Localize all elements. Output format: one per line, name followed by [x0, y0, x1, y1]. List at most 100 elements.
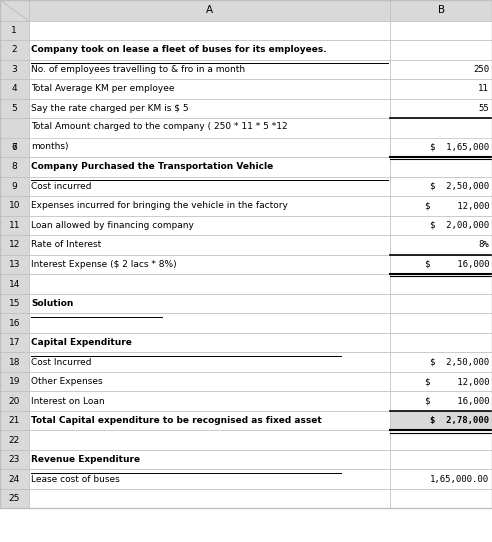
Text: 1,65,000.00: 1,65,000.00 — [430, 475, 489, 483]
Bar — [0, 216, 29, 235]
Bar — [390, 430, 492, 450]
Bar — [0, 40, 29, 60]
Text: $  2,50,000: $ 2,50,000 — [430, 358, 489, 366]
Bar — [0, 372, 29, 391]
Bar — [0, 430, 29, 450]
Bar — [390, 352, 492, 372]
Bar — [390, 411, 492, 430]
Bar — [390, 177, 492, 196]
Text: 25: 25 — [8, 494, 20, 503]
Bar — [29, 235, 390, 255]
Bar — [29, 0, 390, 21]
Bar — [0, 294, 29, 313]
Bar — [0, 255, 29, 274]
Text: Company took on lease a fleet of buses for its employees.: Company took on lease a fleet of buses f… — [31, 46, 327, 54]
Bar — [390, 196, 492, 216]
Bar — [390, 118, 492, 157]
Bar — [0, 79, 29, 99]
Text: $  2,00,000: $ 2,00,000 — [430, 221, 489, 230]
Bar — [390, 21, 492, 40]
Bar — [390, 274, 492, 294]
Text: 5: 5 — [11, 104, 17, 113]
Bar — [390, 469, 492, 489]
Text: 8: 8 — [11, 163, 17, 171]
Bar — [390, 372, 492, 391]
Text: 14: 14 — [8, 280, 20, 288]
Text: Expenses incurred for bringing the vehicle in the factory: Expenses incurred for bringing the vehic… — [31, 202, 288, 210]
Text: Other Expenses: Other Expenses — [31, 377, 103, 386]
Text: Total Amount charged to the company ( 250 * 11 * 5 *12: Total Amount charged to the company ( 25… — [31, 122, 288, 132]
Bar — [0, 333, 29, 352]
Bar — [29, 255, 390, 274]
Text: Company Purchased the Transportation Vehicle: Company Purchased the Transportation Veh… — [31, 163, 274, 171]
Text: 20: 20 — [8, 397, 20, 405]
Text: Say the rate charged per KM is $ 5: Say the rate charged per KM is $ 5 — [31, 104, 189, 113]
Bar — [29, 450, 390, 469]
Bar — [29, 216, 390, 235]
Bar — [390, 255, 492, 274]
Bar — [390, 40, 492, 60]
Bar — [390, 99, 492, 118]
Text: 11: 11 — [478, 85, 489, 93]
Text: 250: 250 — [473, 65, 489, 74]
Text: Revenue Expenditure: Revenue Expenditure — [31, 455, 141, 464]
Bar — [29, 40, 390, 60]
Text: 9: 9 — [11, 182, 17, 191]
Text: A: A — [206, 5, 213, 15]
Bar — [390, 157, 492, 177]
Text: Lease cost of buses: Lease cost of buses — [31, 475, 120, 483]
Bar — [29, 196, 390, 216]
Text: 19: 19 — [8, 377, 20, 386]
Text: 8%: 8% — [478, 241, 489, 249]
Text: 55: 55 — [478, 104, 489, 113]
Text: 12: 12 — [8, 241, 20, 249]
Bar — [390, 79, 492, 99]
Bar — [390, 294, 492, 313]
Text: Solution: Solution — [31, 299, 74, 308]
Text: 7: 7 — [11, 143, 17, 152]
Bar — [0, 118, 29, 157]
Bar — [29, 430, 390, 450]
Bar — [29, 489, 390, 508]
Text: 21: 21 — [8, 416, 20, 425]
Text: B: B — [437, 5, 445, 15]
Bar — [0, 489, 29, 508]
Text: 18: 18 — [8, 358, 20, 366]
Bar — [0, 21, 29, 40]
Bar — [390, 216, 492, 235]
Bar — [0, 274, 29, 294]
Text: $     16,000: $ 16,000 — [425, 260, 489, 269]
Bar — [390, 333, 492, 352]
Bar — [29, 352, 390, 372]
Bar — [29, 157, 390, 177]
Text: 3: 3 — [11, 65, 17, 74]
Bar — [0, 99, 29, 118]
Text: 22: 22 — [9, 436, 20, 444]
Bar — [390, 489, 492, 508]
Bar — [390, 60, 492, 79]
Bar — [29, 372, 390, 391]
Text: 23: 23 — [8, 455, 20, 464]
Bar — [29, 313, 390, 333]
Bar — [29, 99, 390, 118]
Bar — [0, 313, 29, 333]
Bar — [0, 177, 29, 196]
Text: 1: 1 — [11, 26, 17, 35]
Bar — [0, 235, 29, 255]
Bar — [390, 450, 492, 469]
Bar — [29, 118, 390, 157]
Text: months): months) — [31, 142, 69, 151]
Text: Capital Expenditure: Capital Expenditure — [31, 338, 132, 347]
Text: $  2,78,000: $ 2,78,000 — [430, 416, 489, 425]
Text: 11: 11 — [8, 221, 20, 230]
Text: 6: 6 — [11, 143, 17, 152]
Bar — [0, 469, 29, 489]
Text: 15: 15 — [8, 299, 20, 308]
Text: $  1,65,000: $ 1,65,000 — [430, 143, 489, 152]
Bar — [29, 333, 390, 352]
Bar — [0, 157, 29, 177]
Text: 16: 16 — [8, 319, 20, 327]
Bar — [0, 60, 29, 79]
Text: 13: 13 — [8, 260, 20, 269]
Text: 10: 10 — [8, 202, 20, 210]
